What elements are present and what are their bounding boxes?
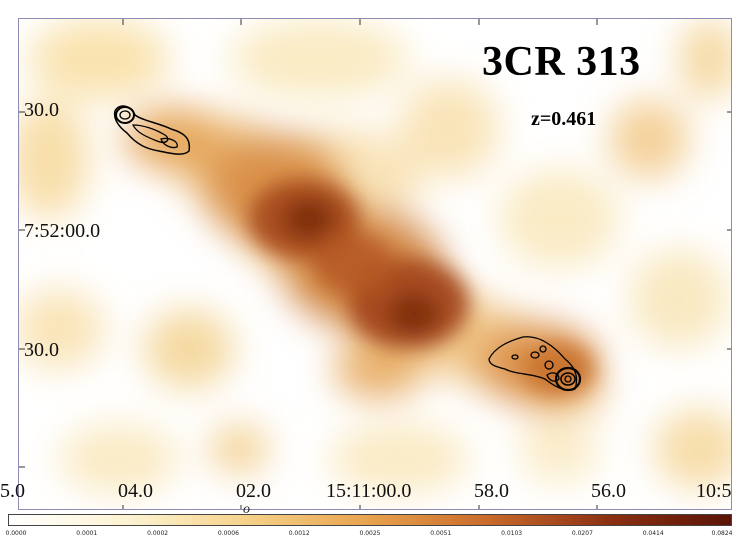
dec-tick-label: 30.0: [24, 99, 59, 121]
radio-contours-sw: [488, 336, 582, 392]
redshift-label: z=0.461: [531, 108, 597, 130]
ra-tick-label: 02.0: [236, 480, 271, 502]
dec-tick-label: 7:52:00.0: [24, 220, 101, 242]
ra-tick-label: 10:5: [696, 480, 732, 502]
dec-tick-label: 30.0: [24, 339, 59, 361]
ra-tick-label: 56.0: [591, 480, 626, 502]
colorbar-tick-label: 0.0002: [147, 530, 169, 537]
colorbar-tick-label: 0.0051: [430, 530, 452, 537]
stray-glyph: o: [243, 502, 250, 517]
colorbar-tick-label: 0.0006: [217, 530, 239, 537]
colorbar-tick-label: 0.0000: [5, 530, 27, 537]
colorbar: [8, 514, 732, 526]
colorbar-tick-label: 0.0414: [642, 530, 664, 537]
ra-tick-label: 15:11:00.0: [326, 480, 412, 502]
axis-ticks: [19, 19, 731, 509]
colorbar-tick-label: 0.0001: [76, 530, 98, 537]
ra-tick-label: 58.0: [474, 480, 509, 502]
source-title: 3CR 313: [482, 39, 641, 85]
colorbar-tick-label: 0.0025: [359, 530, 381, 537]
colorbar-tick-label: 0.0103: [501, 530, 523, 537]
radio-contours-ne: [113, 105, 191, 155]
colorbar-tick-label: 0.0207: [571, 530, 593, 537]
colorbar-tick-label: 0.0012: [288, 530, 310, 537]
xray-emission-map: [19, 19, 731, 509]
image-frame: [18, 18, 732, 510]
ra-tick-label: 5.0: [0, 480, 25, 502]
colorbar-tick-label: 0.0824: [711, 530, 733, 537]
ra-tick-label: 04.0: [118, 480, 153, 502]
